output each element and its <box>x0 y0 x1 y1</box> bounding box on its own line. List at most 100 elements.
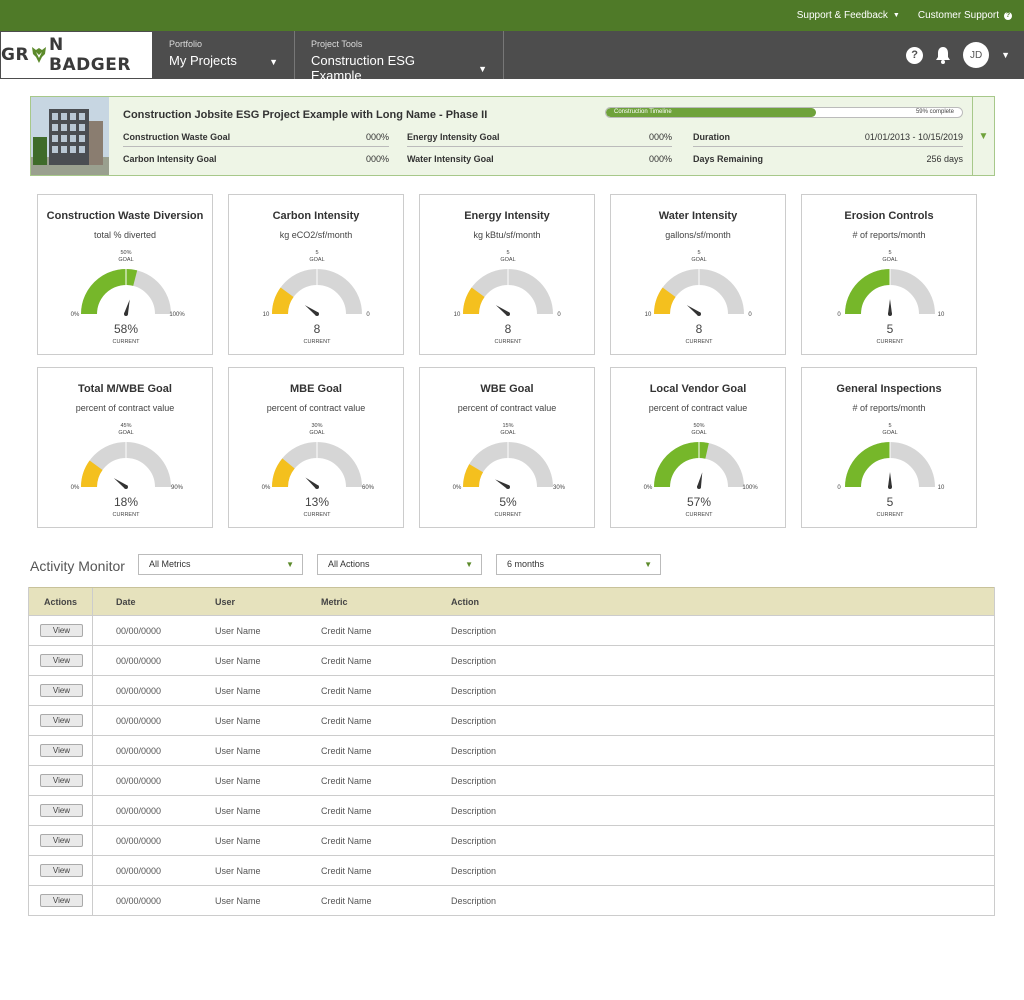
column-divider <box>92 766 93 795</box>
gauge-card[interactable]: Water Intensity gallons/sf/month 5 GOAL 10 0 8… <box>610 194 786 355</box>
gauge-max-label: 30% <box>553 485 566 491</box>
row-action: Description <box>451 866 497 876</box>
customer-support-label: Customer Support <box>917 10 999 21</box>
timeline-label: Construction Timeline <box>614 109 672 115</box>
row-user: User Name <box>215 716 261 726</box>
row-metric: Credit Name <box>321 656 372 666</box>
row-label: Days Remaining <box>693 154 764 164</box>
row-action: Description <box>451 746 497 756</box>
gauge-goal-value: 5 <box>315 250 318 256</box>
gauge-fill <box>654 287 676 315</box>
gauge-title: WBE Goal <box>480 383 534 395</box>
column-divider <box>92 588 93 615</box>
view-button[interactable]: View <box>40 714 83 727</box>
gauge-current-value: 5% <box>499 495 517 509</box>
gauge-min-label: 0% <box>644 485 653 491</box>
gauge-needle <box>686 305 701 316</box>
table-row: View 00/00/0000 User Name Credit Name De… <box>29 765 994 795</box>
header-metric: Metric <box>321 596 348 607</box>
portfolio-label: Portfolio <box>169 39 203 49</box>
gauge-needle-hub <box>697 312 701 316</box>
expand-project-button[interactable]: ▼ <box>972 97 994 175</box>
caret-down-icon: ▼ <box>978 130 989 142</box>
help-icon[interactable]: ? <box>906 46 924 64</box>
view-button[interactable]: View <box>40 774 83 787</box>
column-divider <box>92 796 93 825</box>
caret-down-icon[interactable]: ▼ <box>1001 50 1010 60</box>
gauge-card[interactable]: MBE Goal percent of contract value 30% GOAL… <box>228 367 404 528</box>
column-divider <box>92 856 93 885</box>
gauge-subtitle: gallons/sf/month <box>665 230 731 240</box>
view-button[interactable]: View <box>40 744 83 757</box>
gauge-goal-label: GOAL <box>500 430 515 436</box>
gauge-current-value: 58% <box>114 322 138 336</box>
gauge-current-value: 8 <box>696 322 703 336</box>
view-button[interactable]: View <box>40 804 83 817</box>
row-action: Description <box>451 686 497 696</box>
view-button[interactable]: View <box>40 684 83 697</box>
row-user: User Name <box>215 866 261 876</box>
gauge-needle <box>888 299 892 314</box>
view-button[interactable]: View <box>40 894 83 907</box>
view-button[interactable]: View <box>40 834 83 847</box>
row-value: 000% <box>648 154 672 164</box>
gauge-card[interactable]: Construction Waste Diversion total % dive… <box>37 194 213 355</box>
gauge-title: Total M/WBE Goal <box>78 383 172 395</box>
row-user: User Name <box>215 656 261 666</box>
view-button[interactable]: View <box>40 624 83 637</box>
table-row: View 00/00/0000 User Name Credit Name De… <box>29 675 994 705</box>
select-value: 6 months <box>507 559 545 569</box>
portfolio-dropdown[interactable]: Portfolio My Projects ▼ <box>153 31 295 79</box>
project-tools-dropdown[interactable]: Project Tools Construction ESG Example ▼ <box>295 31 504 83</box>
gauge-fill <box>463 287 485 315</box>
gauge-max-label: 0 <box>557 312 561 318</box>
gauge-card[interactable]: WBE Goal percent of contract value 15% GOAL… <box>419 367 595 528</box>
metrics-filter-select[interactable]: All Metrics ▼ <box>138 554 303 575</box>
row-user: User Name <box>215 896 261 906</box>
gauge-goal-label: GOAL <box>691 430 706 436</box>
gauge-card[interactable]: Total M/WBE Goal percent of contract valu… <box>37 367 213 528</box>
view-button[interactable]: View <box>40 864 83 877</box>
water-intensity-goal-row: Water Intensity Goal 000% <box>407 154 672 168</box>
row-user: User Name <box>215 626 261 636</box>
header-actions: Actions <box>43 596 77 607</box>
row-action: Description <box>451 806 497 816</box>
caret-down-icon: ▼ <box>286 560 294 569</box>
gauge-subtitle: # of reports/month <box>852 403 926 413</box>
actions-filter-select[interactable]: All Actions ▼ <box>317 554 482 575</box>
gauge-card[interactable]: Carbon Intensity kg eCO2/sf/month 5 GOAL 10 0… <box>228 194 404 355</box>
gauge-needle <box>495 305 510 316</box>
gauge-current-value: 8 <box>314 322 321 336</box>
gauge-subtitle: kg eCO2/sf/month <box>279 230 353 240</box>
row-user: User Name <box>215 746 261 756</box>
time-range-select[interactable]: 6 months ▼ <box>496 554 661 575</box>
gauge-subtitle: # of reports/month <box>852 230 926 240</box>
gauge-card[interactable]: Local Vendor Goal percent of contract val… <box>610 367 786 528</box>
logo[interactable]: GR N BADGER <box>0 31 153 79</box>
gauge-title: Erosion Controls <box>844 210 934 222</box>
row-user: User Name <box>215 836 261 846</box>
project-summary-card: Construction Jobsite ESG Project Example… <box>30 96 995 176</box>
activity-table: Actions Date User Metric Action View 00/… <box>28 587 995 916</box>
bell-icon[interactable] <box>935 46 951 64</box>
gauge-goal-label: GOAL <box>691 257 706 263</box>
row-metric: Credit Name <box>321 686 372 696</box>
caret-down-icon: ▼ <box>269 56 278 67</box>
view-button[interactable]: View <box>40 654 83 667</box>
gauge-goal-value: 5 <box>697 250 700 256</box>
gauge-card[interactable]: Erosion Controls # of reports/month 5 GOAL 0… <box>801 194 977 355</box>
gauge-current-value: 18% <box>114 495 138 509</box>
gauge-subtitle: total % diverted <box>93 230 157 240</box>
row-metric: Credit Name <box>321 716 372 726</box>
top-utility-bar: Support & Feedback ▼ Customer Support ? <box>0 0 1024 31</box>
customer-support-link[interactable]: Customer Support ? <box>918 10 1012 21</box>
gauge-goal-value: 45% <box>120 423 131 429</box>
column-divider <box>92 826 93 855</box>
gauge-subtitle: percent of contract value <box>648 403 748 413</box>
user-avatar[interactable]: JD <box>963 42 990 68</box>
gauge-title: General Inspections <box>836 383 942 395</box>
support-feedback-menu[interactable]: Support & Feedback ▼ <box>797 10 900 21</box>
gauge-card[interactable]: Energy Intensity kg kBtu/sf/month 5 GOAL 10 0… <box>419 194 595 355</box>
gauge-card[interactable]: General Inspections # of reports/month 5 GO… <box>801 367 977 528</box>
